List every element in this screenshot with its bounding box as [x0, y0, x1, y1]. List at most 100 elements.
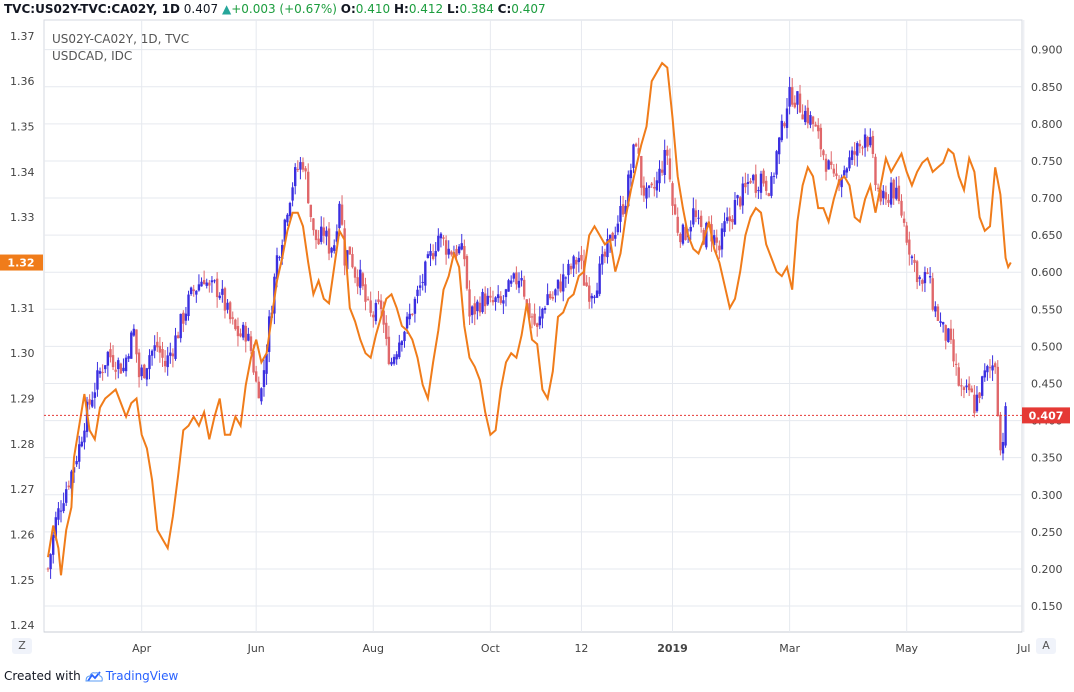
legend-series-spread[interactable]: US02Y-CA02Y, 1D, TVC [52, 32, 190, 46]
interval[interactable]: 1D [161, 2, 180, 16]
candle-body [988, 367, 992, 369]
candle-body [403, 331, 406, 342]
tradingview-logo[interactable]: TradingView [85, 669, 178, 683]
left-tick-label: 1.34 [10, 166, 35, 179]
candle-body [457, 246, 461, 254]
candle-body [619, 205, 622, 222]
candle-body [335, 231, 339, 242]
candle-body [359, 269, 362, 288]
candle-body [174, 335, 177, 359]
candle-body [757, 190, 760, 192]
candle-body [460, 243, 463, 250]
candle-body [874, 156, 877, 186]
x-tick-label: 2019 [657, 642, 688, 655]
candle-body [603, 251, 607, 257]
candle-body [395, 354, 398, 360]
right-tick-label: 0.800 [1031, 118, 1063, 131]
candle-body [260, 388, 263, 402]
open-value: 0.410 [355, 2, 391, 16]
candle-body [621, 204, 625, 215]
left-tick-label: 1.29 [10, 393, 35, 406]
candle-body [301, 162, 305, 170]
current-price-badge-label: 0.407 [1029, 409, 1064, 422]
usdcad-current-badge-label: 1.32 [7, 257, 34, 270]
candle-body [980, 376, 984, 396]
candle-body [861, 147, 864, 149]
right-tick-label: 0.200 [1031, 563, 1063, 576]
candle-body [283, 219, 286, 242]
candle-body [759, 173, 763, 193]
candle-body [296, 168, 300, 170]
overlays: 0.407 1.32 [0, 254, 1070, 424]
candle-body [374, 303, 378, 322]
candle-body [689, 226, 692, 232]
candle-body [522, 279, 526, 297]
candle-body [653, 186, 656, 189]
candle-body [647, 185, 651, 189]
candle-body [54, 517, 58, 538]
candle-body [135, 329, 138, 355]
candle-body [975, 394, 979, 412]
candle-body [439, 233, 443, 239]
candle-body [588, 285, 591, 302]
candle-body [52, 534, 55, 555]
candle-body [572, 256, 575, 269]
candle-body [470, 306, 474, 316]
candle-body [304, 168, 307, 172]
open-label: O: [340, 2, 356, 16]
candle-body [231, 317, 234, 319]
candle-body [398, 342, 401, 358]
candle-body [309, 204, 313, 218]
candle-body [330, 247, 333, 253]
cloud-icon [85, 671, 103, 682]
candle-body [611, 232, 614, 241]
candle-body [197, 284, 201, 291]
candle-body [697, 217, 700, 219]
candle-body [624, 205, 627, 214]
candle-body [1001, 442, 1005, 454]
candle-body [275, 255, 279, 280]
candle-body [791, 87, 794, 105]
symbol-name[interactable]: TVC:US02Y-TVC:CA02Y [4, 2, 153, 16]
candle-body [70, 471, 73, 489]
candle-body [650, 183, 653, 186]
candle-body [798, 93, 802, 113]
candle-body [921, 280, 924, 284]
candle-body [247, 333, 250, 341]
candle-body [986, 366, 989, 373]
x-tick-label: Jul [1016, 642, 1030, 655]
candle-body [577, 257, 581, 263]
right-tick-label: 0.750 [1031, 155, 1063, 168]
candle-body [338, 203, 341, 229]
candle-body [827, 160, 830, 170]
candle-body [161, 349, 164, 358]
candle-body [257, 381, 260, 399]
candle-body [676, 216, 679, 233]
candle-body [775, 151, 778, 175]
candle-body [509, 280, 513, 284]
candle-body [908, 239, 911, 255]
candle-body [796, 91, 799, 105]
candle-body [949, 328, 953, 340]
auto-scale-button[interactable]: A [1036, 638, 1056, 654]
candle-body [59, 510, 63, 512]
candle-body [481, 291, 484, 312]
candle-body [830, 161, 833, 165]
left-tick-label: 1.24 [10, 619, 35, 632]
candle-body [312, 218, 315, 231]
candle-body [637, 148, 640, 154]
candle-body [749, 180, 752, 183]
candle-body [400, 341, 404, 346]
candle-body [733, 200, 737, 225]
candle-body [486, 295, 489, 305]
candle-body [145, 368, 149, 380]
candle-body [564, 277, 568, 279]
zoom-button[interactable]: Z [12, 638, 32, 654]
candle-body [288, 202, 292, 217]
candle-body [840, 177, 843, 188]
candle-body [850, 150, 854, 161]
legend-series-usdcad[interactable]: USDCAD, IDC [52, 49, 133, 63]
candle-body [101, 371, 104, 373]
